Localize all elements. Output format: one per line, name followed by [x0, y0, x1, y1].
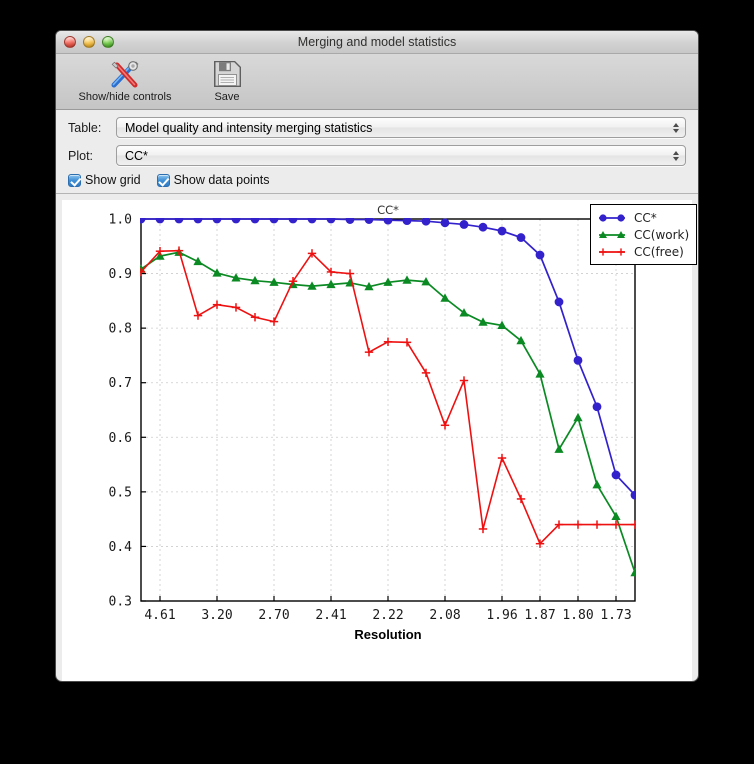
- save-button[interactable]: Save: [184, 57, 270, 103]
- svg-text:0.6: 0.6: [109, 431, 132, 446]
- svg-text:0.7: 0.7: [109, 376, 132, 391]
- plot-label: Plot:: [68, 148, 94, 163]
- legend-label: CC(work): [634, 227, 690, 242]
- svg-text:1.80: 1.80: [562, 608, 593, 623]
- zoom-button[interactable]: [102, 36, 114, 48]
- minimize-button[interactable]: [83, 36, 95, 48]
- save-label: Save: [214, 91, 240, 103]
- svg-text:1.96: 1.96: [486, 608, 517, 623]
- floppy-disk-icon: [212, 57, 243, 90]
- window-title: Merging and model statistics: [297, 35, 457, 49]
- plot-panel: 1.0 0.9 0.8 0.7 0.6 0.5 0.4 0.3 4.61 3.20 2.70 2.41…: [62, 200, 698, 682]
- application-window: Merging and model statistics: [55, 30, 699, 682]
- legend-swatch-plus-icon: [599, 247, 625, 256]
- plot-select-value: CC*: [125, 148, 148, 163]
- plot-row: Plot: CC*: [68, 145, 686, 166]
- chevron-updown-icon: [673, 150, 679, 161]
- svg-text:0.5: 0.5: [109, 485, 132, 500]
- svg-text:1.73: 1.73: [600, 608, 631, 623]
- svg-text:1.0: 1.0: [109, 213, 132, 228]
- show-grid-label: Show grid: [85, 173, 141, 187]
- show-grid-checkbox[interactable]: Show grid: [68, 173, 141, 187]
- show-hide-controls-label: Show/hide controls: [78, 91, 172, 103]
- legend-swatch-triangle-icon: [599, 230, 625, 238]
- svg-text:1.87: 1.87: [524, 608, 555, 623]
- legend-label: CC*: [634, 210, 657, 225]
- svg-text:0.4: 0.4: [109, 540, 133, 555]
- checkmark-icon: [156, 173, 170, 187]
- svg-text:2.08: 2.08: [429, 608, 460, 623]
- controls-panel: Table: Model quality and intensity mergi…: [56, 110, 698, 194]
- show-hide-controls-button[interactable]: Show/hide controls: [79, 57, 171, 103]
- close-button[interactable]: [64, 36, 76, 48]
- legend-item-2: CC(work): [596, 226, 689, 243]
- table-select[interactable]: Model quality and intensity merging stat…: [116, 117, 686, 138]
- svg-text:Resolution: Resolution: [354, 627, 421, 642]
- svg-text:0.9: 0.9: [109, 267, 132, 282]
- table-row: Table: Model quality and intensity mergi…: [68, 117, 686, 138]
- chart-canvas[interactable]: 1.0 0.9 0.8 0.7 0.6 0.5 0.4 0.3 4.61 3.20 2.70 2.41…: [63, 201, 693, 682]
- svg-text:0.3: 0.3: [109, 595, 132, 610]
- svg-text:2.22: 2.22: [372, 608, 403, 623]
- chart-legend: CC* CC(work) CC(free): [590, 204, 698, 265]
- window-controls: [64, 36, 114, 48]
- legend-item-1: CC*: [596, 209, 689, 226]
- svg-text:0.8: 0.8: [109, 322, 132, 337]
- checkmark-icon: [68, 173, 81, 187]
- legend-swatch-circle-icon: [599, 213, 625, 222]
- checkbox-row: Show grid Show data points: [68, 173, 686, 187]
- legend-label: CC(free): [634, 244, 684, 259]
- svg-text:4.61: 4.61: [144, 608, 175, 623]
- svg-text:2.41: 2.41: [315, 608, 346, 623]
- table-select-value: Model quality and intensity merging stat…: [125, 120, 373, 135]
- plot-select[interactable]: CC*: [116, 145, 686, 166]
- table-label: Table:: [68, 120, 102, 135]
- show-data-points-checkbox[interactable]: Show data points: [156, 173, 270, 187]
- toolbar: Show/hide controls Save: [56, 54, 698, 110]
- svg-text:2.70: 2.70: [258, 608, 289, 623]
- title-bar: Merging and model statistics: [56, 31, 698, 54]
- show-data-points-label: Show data points: [173, 173, 270, 187]
- chevron-updown-icon: [673, 122, 679, 133]
- legend-item-3: CC(free): [596, 243, 689, 260]
- svg-text:3.20: 3.20: [201, 608, 232, 623]
- tools-icon: [108, 57, 142, 90]
- svg-text:CC*: CC*: [377, 203, 399, 217]
